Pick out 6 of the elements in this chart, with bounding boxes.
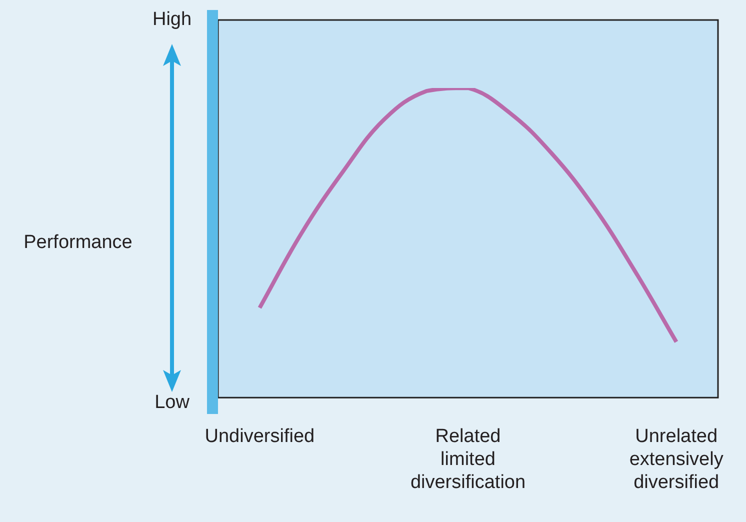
- x-tick-label: Unrelated extensively diversified: [629, 426, 724, 493]
- text: High: [152, 9, 192, 30]
- x-tick-label: Related limited diversification: [410, 426, 526, 493]
- text: Low: [154, 392, 190, 413]
- y-axis-title: Performance: [24, 232, 132, 254]
- x-tick-label: Undiversified: [204, 426, 315, 448]
